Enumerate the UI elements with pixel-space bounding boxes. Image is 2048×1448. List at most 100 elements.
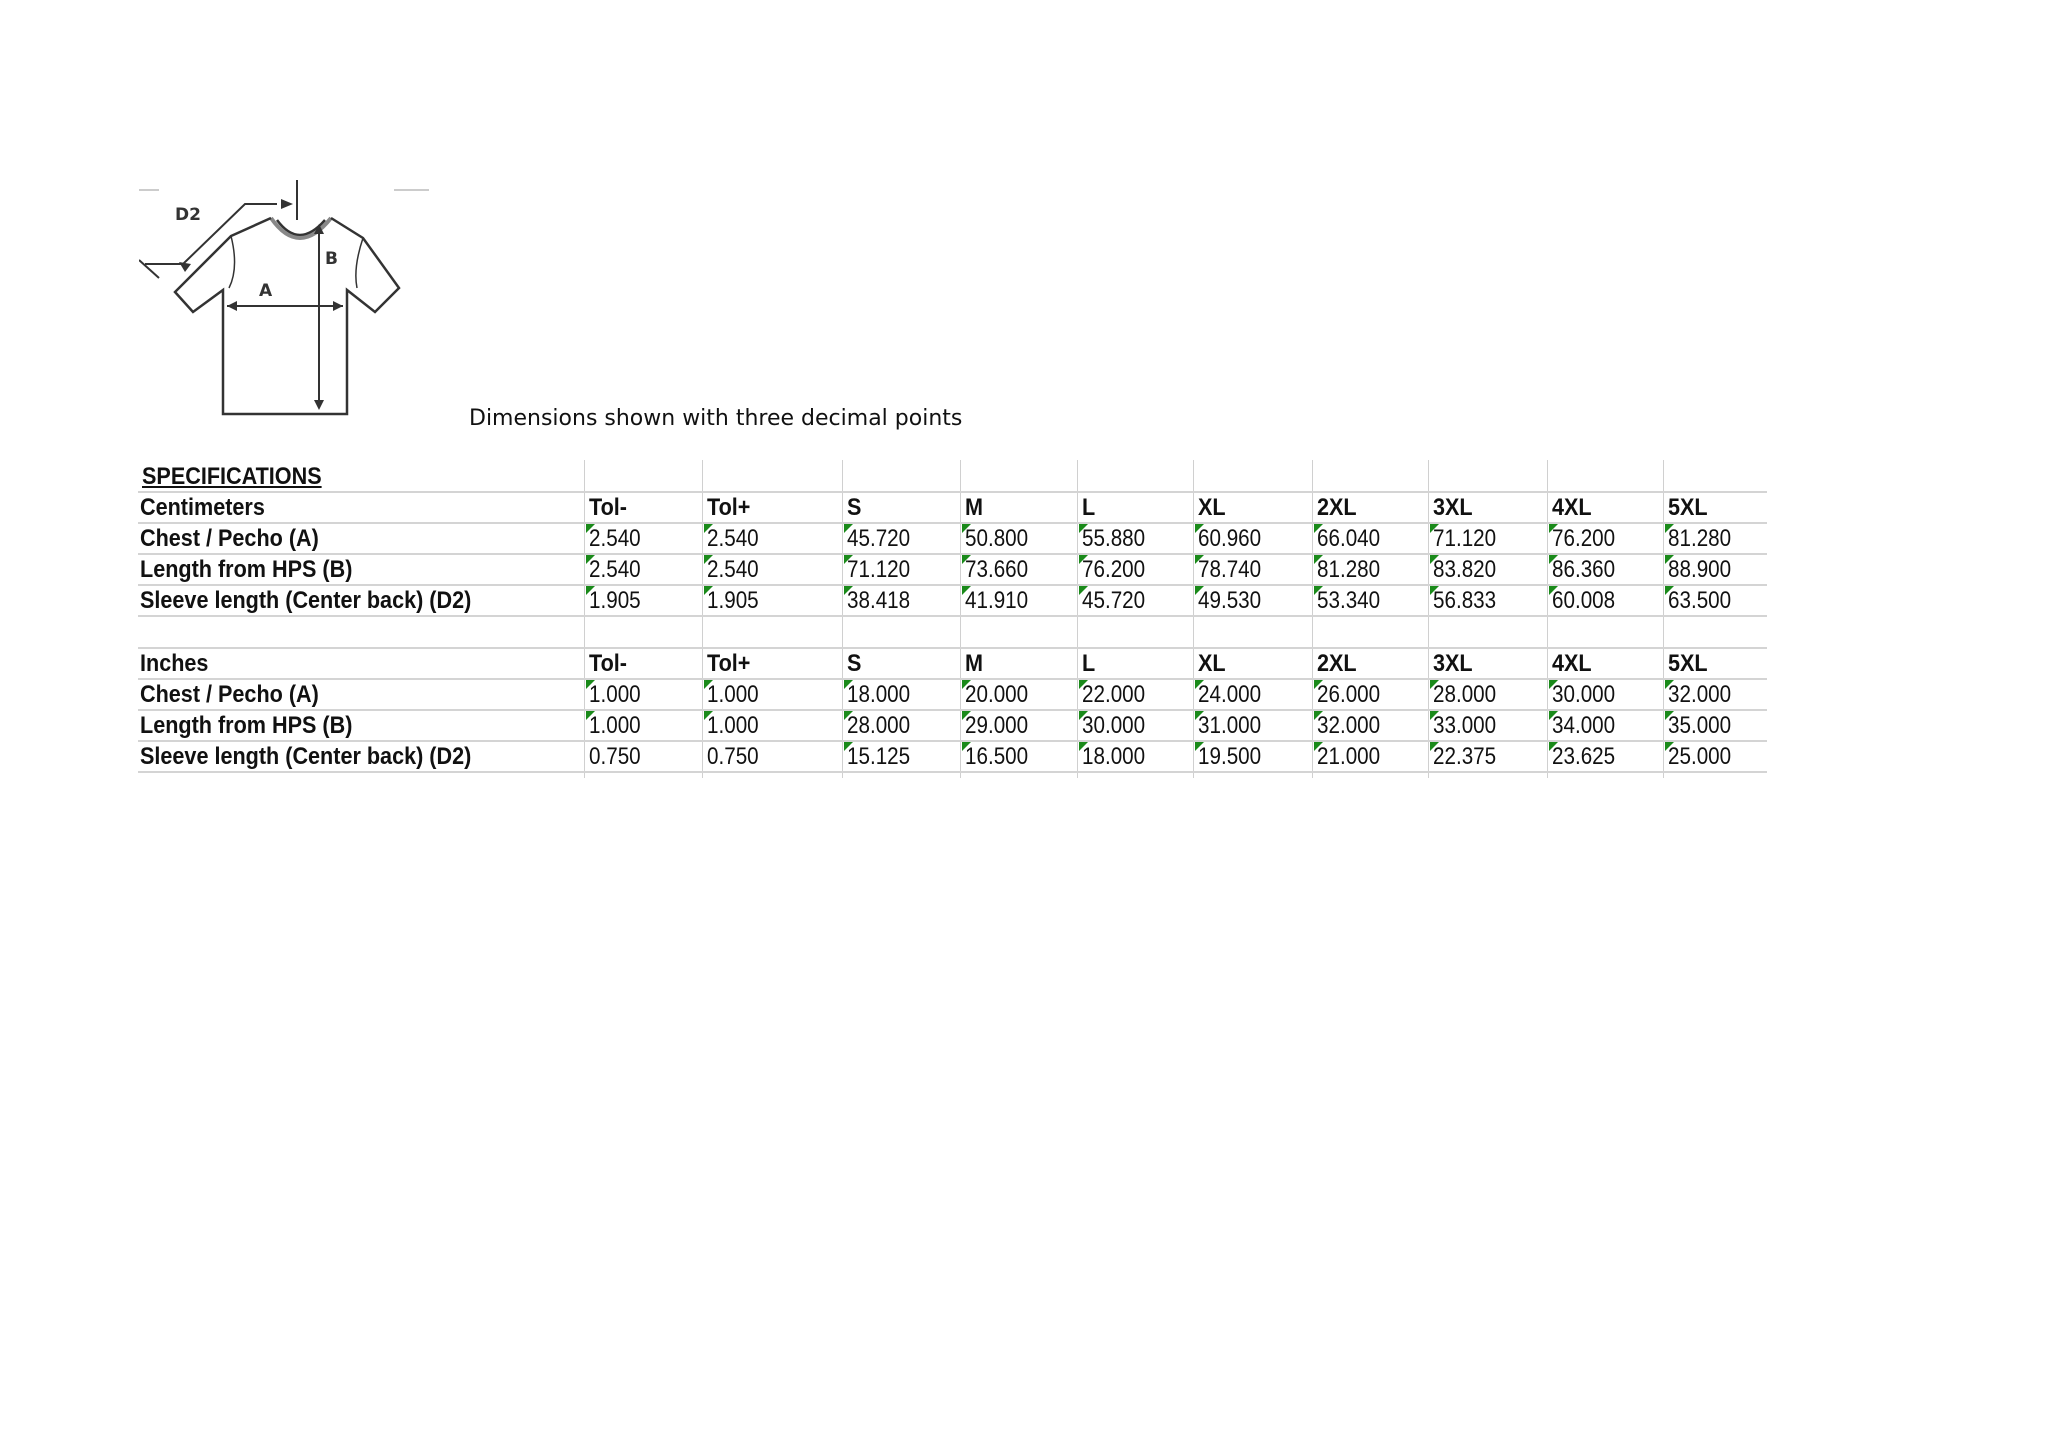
column-header: 4XL: [1552, 494, 1592, 522]
value-cell[interactable]: 2.540: [707, 525, 759, 553]
cell-marker-icon: [1549, 586, 1558, 596]
column-header: Tol+: [707, 494, 751, 522]
value-cell[interactable]: 88.900: [1668, 556, 1732, 584]
value-cell[interactable]: 78.740: [1198, 556, 1262, 584]
unit-label: Centimeters: [140, 494, 265, 522]
value-cell[interactable]: 35.000: [1668, 711, 1732, 739]
value-cell[interactable]: 29.000: [965, 711, 1029, 739]
column-header: 2XL: [1317, 494, 1357, 522]
cell-marker-icon: [1079, 586, 1088, 596]
value-cell[interactable]: 45.720: [847, 525, 911, 553]
cell-marker-icon: [1430, 524, 1439, 534]
column-header: Tol-: [589, 494, 627, 522]
cell-marker-icon: [844, 555, 853, 565]
value-cell[interactable]: 1.000: [589, 680, 641, 708]
value-cell[interactable]: 32.000: [1668, 680, 1732, 708]
value-cell[interactable]: 18.000: [1082, 742, 1146, 770]
column-header: 3XL: [1433, 494, 1473, 522]
cell-marker-icon: [586, 555, 595, 565]
value-cell[interactable]: 22.000: [1082, 680, 1146, 708]
value-cell[interactable]: 50.800: [965, 525, 1029, 553]
value-cell[interactable]: 31.000: [1198, 711, 1262, 739]
value-cell[interactable]: 56.833: [1433, 587, 1497, 615]
value-cell[interactable]: 41.910: [965, 587, 1029, 615]
value-cell[interactable]: 26.000: [1317, 680, 1381, 708]
value-cell[interactable]: 38.418: [847, 587, 911, 615]
value-cell[interactable]: 1.000: [707, 711, 759, 739]
value-cell[interactable]: 76.200: [1082, 556, 1146, 584]
value-cell[interactable]: 19.500: [1198, 742, 1262, 770]
value-cell[interactable]: 66.040: [1317, 525, 1381, 553]
value-cell[interactable]: 15.125: [847, 742, 911, 770]
value-cell[interactable]: 49.530: [1198, 587, 1262, 615]
value-cell[interactable]: 34.000: [1552, 711, 1616, 739]
value-cell[interactable]: 81.280: [1668, 525, 1732, 553]
cell-marker-icon: [1195, 710, 1204, 720]
cell-marker-icon: [586, 679, 595, 689]
value-cell[interactable]: 24.000: [1198, 680, 1262, 708]
cell-marker-icon: [586, 524, 595, 534]
column-header: 4XL: [1552, 649, 1592, 677]
value-cell[interactable]: 63.500: [1668, 587, 1732, 615]
value-cell[interactable]: 33.000: [1433, 711, 1497, 739]
column-header: L: [1082, 649, 1096, 677]
value-cell[interactable]: 76.200: [1552, 525, 1616, 553]
value-cell[interactable]: 20.000: [965, 680, 1029, 708]
cell-marker-icon: [962, 710, 971, 720]
table-row: Length from HPS (B) 1.000 1.000 28.000 29.00…: [138, 709, 1767, 742]
cell-marker-icon: [1430, 741, 1439, 751]
value-cell[interactable]: 16.500: [965, 742, 1029, 770]
cell-marker-icon: [704, 679, 713, 689]
value-cell[interactable]: 55.880: [1082, 525, 1146, 553]
column-header: M: [965, 494, 983, 522]
cell-marker-icon: [962, 555, 971, 565]
value-cell[interactable]: 53.340: [1317, 587, 1381, 615]
cell-marker-icon: [844, 524, 853, 534]
value-cell[interactable]: 28.000: [847, 711, 911, 739]
value-cell[interactable]: 32.000: [1317, 711, 1381, 739]
dimensions-note: Dimensions shown with three decimal poin…: [469, 406, 963, 431]
cell-marker-icon: [1195, 524, 1204, 534]
value-cell[interactable]: 18.000: [847, 680, 911, 708]
value-cell[interactable]: 28.000: [1433, 680, 1497, 708]
value-cell[interactable]: 45.720: [1082, 587, 1146, 615]
value-cell[interactable]: 60.960: [1198, 525, 1262, 553]
value-cell[interactable]: 1.905: [589, 587, 641, 615]
value-cell[interactable]: 30.000: [1082, 711, 1146, 739]
value-cell[interactable]: 71.120: [847, 556, 911, 584]
cell-marker-icon: [844, 710, 853, 720]
grid-line: [1312, 460, 1313, 778]
grid-line: [1663, 460, 1664, 778]
value-cell[interactable]: 60.008: [1552, 587, 1616, 615]
value-cell[interactable]: 21.000: [1317, 742, 1381, 770]
cell-marker-icon: [1314, 710, 1323, 720]
value-cell[interactable]: 30.000: [1552, 680, 1616, 708]
value-cell[interactable]: 2.540: [589, 556, 641, 584]
value-cell[interactable]: 0.750: [589, 742, 641, 770]
value-cell[interactable]: 2.540: [589, 525, 641, 553]
value-cell[interactable]: 22.375: [1433, 742, 1497, 770]
value-cell[interactable]: 83.820: [1433, 556, 1497, 584]
value-cell[interactable]: 0.750: [707, 742, 759, 770]
value-cell[interactable]: 1.000: [589, 711, 641, 739]
header-row: Inches Tol- Tol+ S M L XL 2XL 3XL 4XL 5XL: [138, 647, 1767, 680]
cell-marker-icon: [1549, 555, 1558, 565]
cell-marker-icon: [704, 586, 713, 596]
value-cell[interactable]: 1.905: [707, 587, 759, 615]
value-cell[interactable]: 71.120: [1433, 525, 1497, 553]
value-cell[interactable]: 73.660: [965, 556, 1029, 584]
unit-label: Inches: [140, 649, 209, 677]
title-row: SPECIFICATIONS: [138, 460, 1767, 493]
value-cell[interactable]: 81.280: [1317, 556, 1381, 584]
value-cell[interactable]: 1.000: [707, 680, 759, 708]
row-label: Sleeve length (Center back) (D2): [140, 587, 472, 615]
value-cell[interactable]: 23.625: [1552, 742, 1616, 770]
value-cell[interactable]: 25.000: [1668, 742, 1732, 770]
table-row: Sleeve length (Center back) (D2) 1.905 1.9…: [138, 584, 1767, 618]
table-row: Chest / Pecho (A) 2.540 2.540 45.720 50.800 5…: [138, 522, 1767, 556]
cell-marker-icon: [1195, 555, 1204, 565]
value-cell[interactable]: 86.360: [1552, 556, 1616, 584]
tshirt-measurement-diagram: D2 A B: [139, 180, 429, 416]
value-cell[interactable]: 2.540: [707, 556, 759, 584]
row-label: Length from HPS (B): [140, 711, 353, 739]
